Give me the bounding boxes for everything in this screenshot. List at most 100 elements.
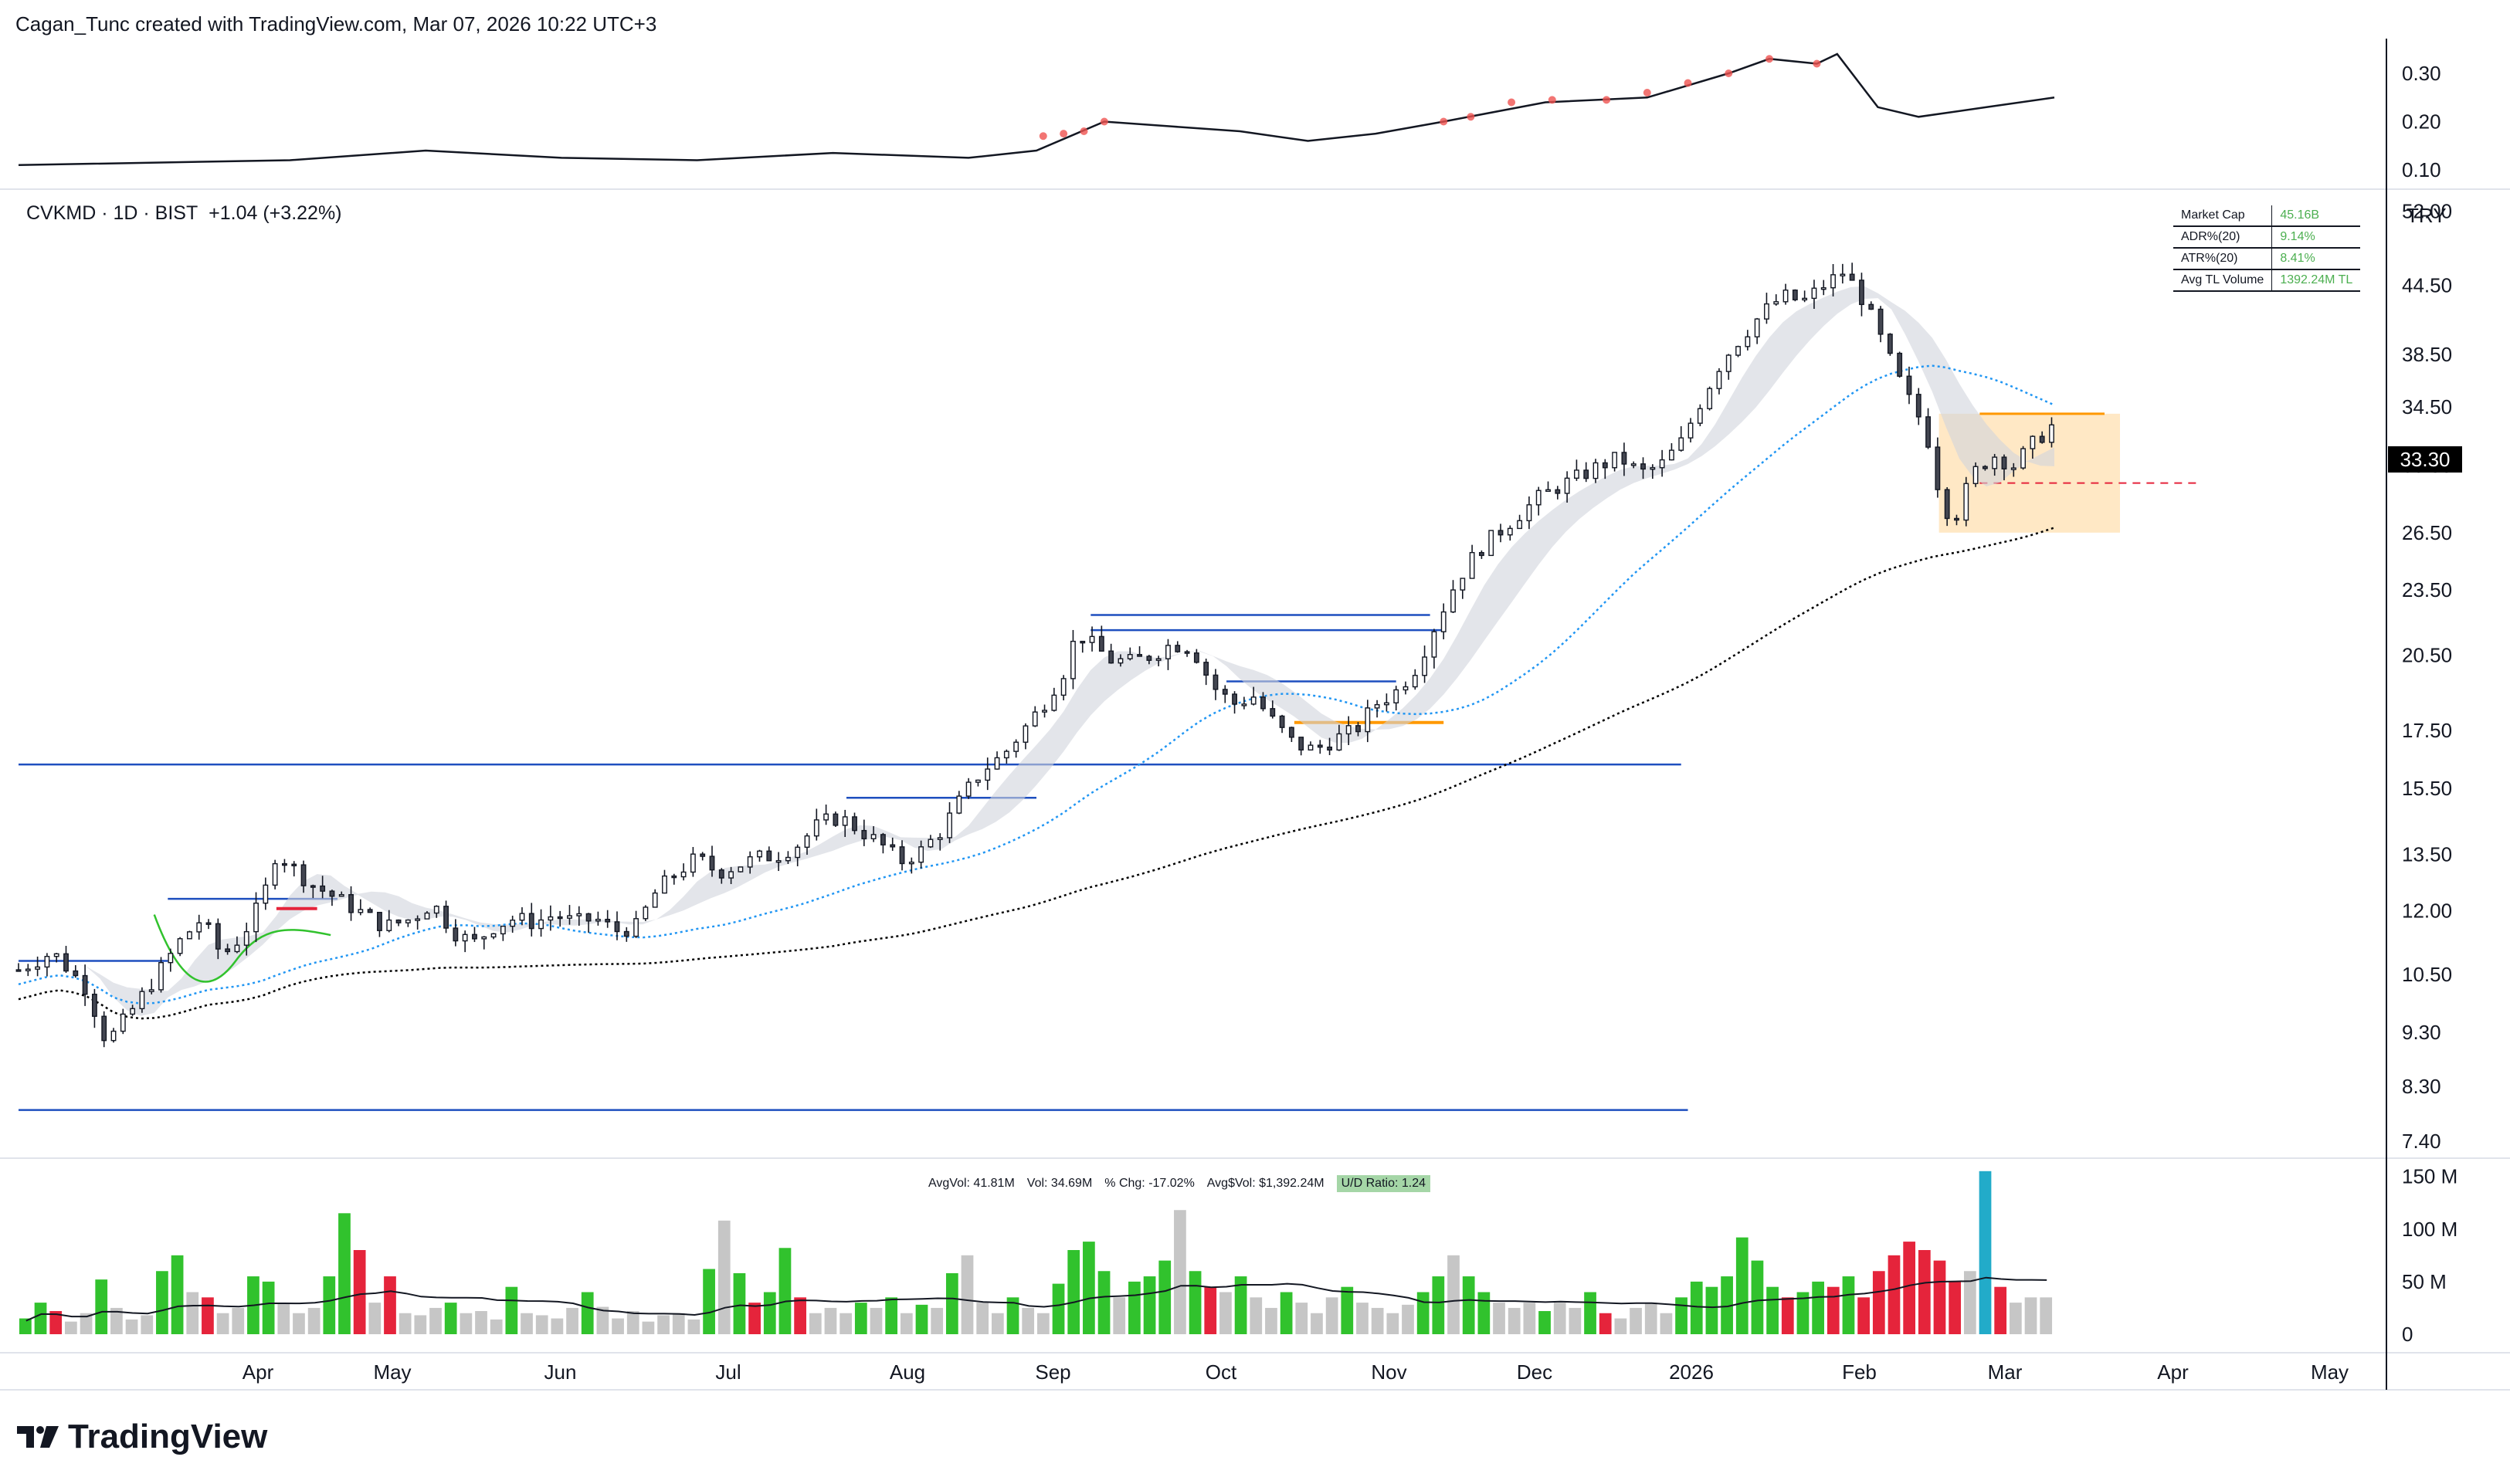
info-table: Market Cap 45.16B ADR%(20) 9.14% ATR%(20) 8… [2173,205,2361,292]
volume-bar [931,1307,944,1334]
candle-body [1498,530,1504,536]
candle-body [671,875,677,879]
candle-body [1915,394,1922,418]
candle-body [1080,640,1086,644]
volume-bar [1265,1307,1277,1334]
candle-body [1802,297,1808,301]
rs-marker [1080,127,1088,135]
info-label: Avg TL Volume [2173,269,2272,292]
candle-body [633,918,639,937]
candle-body [443,906,449,929]
top-pane-tick: 0.10 [2402,158,2441,181]
candle-body [519,913,525,921]
top-pane-tick: 0.20 [2402,110,2441,134]
y-tick-label: 44.50 [2402,274,2452,297]
candle-body [1792,290,1798,300]
candle-body [348,893,354,913]
volume-bar [626,1311,639,1334]
volume-bar [596,1306,609,1334]
candle-body [2039,435,2045,443]
volume-bar [1189,1271,1202,1334]
volume-bar [733,1272,746,1334]
volume-bar [1553,1303,1566,1334]
candle-body [1317,744,1323,748]
candle-body [73,970,79,977]
candle-body [1573,469,1579,479]
info-row: Avg TL Volume 1392.24M TL [2173,269,2361,292]
x-tick-label: Mar [1988,1360,2023,1384]
candle-body [405,919,411,923]
candle-body [728,871,734,879]
candle-body [1830,274,1836,289]
ud-ratio-badge: U/D Ratio: 1.24 [1336,1175,1431,1192]
volume-bar [2040,1297,2053,1334]
tradingview-logo-icon [17,1426,59,1448]
x-tick-label: Aug [890,1360,925,1384]
volume-bar [460,1313,473,1334]
volume-bar [870,1307,883,1334]
y-tick-label: 52.00 [2402,199,2452,222]
volume-bar [809,1313,822,1334]
volume-bar [581,1292,594,1334]
candle-body [300,864,307,886]
candle-body [1155,658,1162,661]
symbol-label: CVKMD · 1D · BIST [26,202,198,224]
candle-body [329,890,335,897]
candle-body [1270,708,1276,717]
volume-bar [1280,1292,1293,1334]
candle-body [1127,654,1133,659]
volume-tick-label: 100 M [2402,1218,2457,1241]
volume-bar [961,1255,974,1334]
tradingview-logo[interactable]: TradingView [15,1418,267,1456]
candle-body [395,919,402,923]
volume-bar [1143,1276,1156,1334]
candle-body [82,974,88,995]
candle-body [1003,750,1009,759]
candle-body [1250,696,1257,705]
candle-body [253,903,259,933]
volume-bar [824,1307,837,1334]
candle-body [899,846,905,865]
volume-bar [672,1313,685,1334]
y-tick-label: 8.30 [2402,1075,2441,1098]
candle-body [1355,725,1361,733]
avgvol-label: AvgVol: 41.81M [928,1177,1015,1190]
rs-marker [1765,55,1773,63]
candle-body [1669,449,1674,461]
volume-bar [1067,1250,1080,1334]
candle-body [813,819,819,837]
candle-body [1070,640,1076,679]
candle-body [1849,273,1855,281]
candle-body [690,853,696,873]
volume-bar [1386,1313,1399,1334]
candle-body [1754,318,1760,337]
candle-body [415,918,421,921]
candle-body [1422,656,1428,676]
candle-body [1877,308,1884,335]
volume-bar [1705,1286,1718,1334]
volume-bar [80,1313,93,1334]
candle-body [1460,578,1466,591]
candle-body [481,936,487,940]
volume-bar [1812,1281,1824,1334]
candle-body [1478,551,1484,557]
volume-bar [49,1311,63,1334]
y-tick-label: 20.50 [2402,643,2452,666]
y-tick-label: 13.50 [2402,843,2452,866]
candle-body [1887,334,1893,354]
y-tick-label: 10.50 [2402,963,2452,986]
candle-body [110,1030,117,1042]
volume-bar [1994,1286,2007,1334]
volume-bar [1356,1303,1369,1334]
candle-body [377,911,382,931]
candle-body [528,913,534,930]
volume-bar [353,1250,366,1334]
candle-body [338,893,344,897]
volume-tick-label: 150 M [2402,1165,2457,1188]
candle-body [187,931,192,940]
candle-body [1925,416,1931,448]
x-tick-label: Sep [1035,1360,1070,1384]
candle-body [44,956,50,968]
volume-bar [1432,1276,1445,1334]
